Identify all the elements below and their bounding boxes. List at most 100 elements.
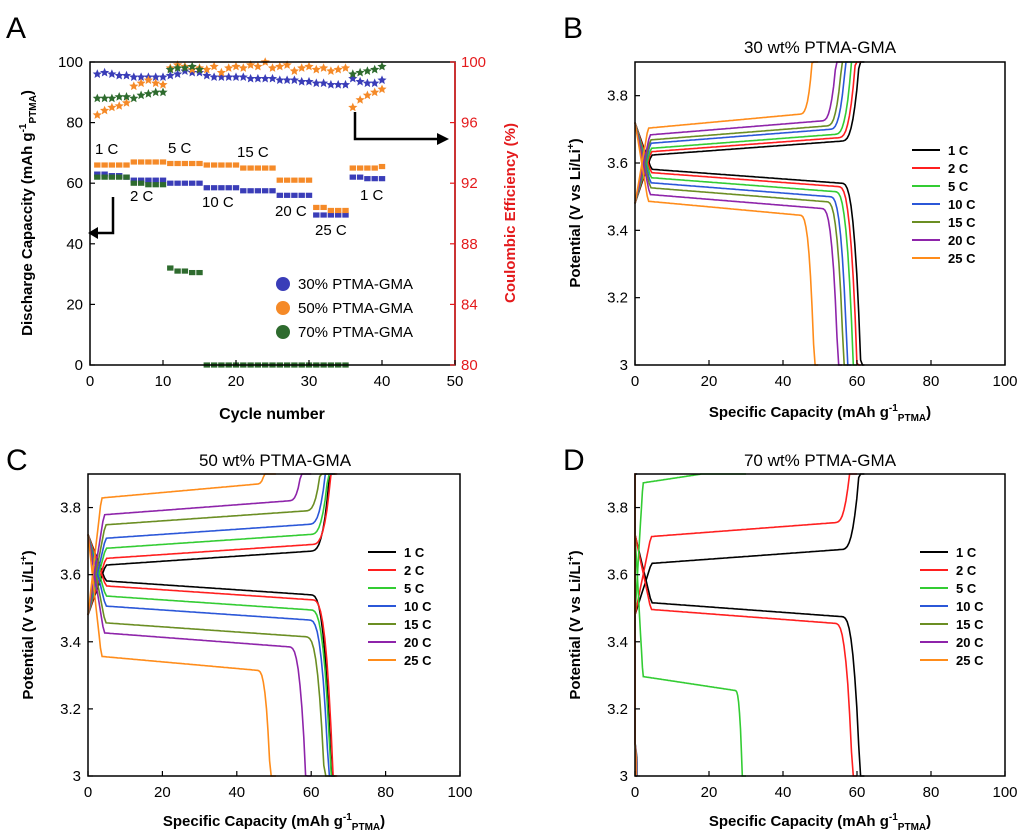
capacity-point bbox=[189, 180, 196, 186]
capacity-point bbox=[283, 177, 291, 183]
capacity-point bbox=[371, 165, 378, 171]
panel-b-xtick-label: 20 bbox=[701, 373, 718, 390]
capacity-point bbox=[247, 188, 254, 194]
coulombic-efficiency-point bbox=[129, 81, 139, 91]
discharge-curve bbox=[634, 122, 852, 366]
capacity-point bbox=[137, 177, 145, 183]
coulombic-efficiency-point bbox=[136, 90, 146, 100]
capacity-point bbox=[159, 182, 167, 188]
capacity-point bbox=[130, 177, 137, 183]
coulombic-efficiency-point bbox=[311, 78, 321, 88]
panel-c-axes: 0 20 40 60 80 100 3 3.2 3.4 3.6 3.8 bbox=[60, 500, 472, 801]
coulombic-efficiency-point bbox=[180, 66, 190, 75]
discharge-curve bbox=[634, 122, 857, 366]
capacity-point bbox=[94, 162, 101, 168]
panel-b-ytick-label: 3.4 bbox=[607, 222, 628, 239]
coulombic-efficiency-point bbox=[267, 63, 278, 72]
panel-a-ytick-right-label: 96 bbox=[461, 115, 478, 132]
legend-label: 10 C bbox=[956, 599, 984, 614]
panel-a-ytick-right-label: 92 bbox=[461, 175, 478, 192]
capacity-point bbox=[196, 180, 203, 186]
capacity-point bbox=[378, 163, 386, 170]
legend-label: 1 C bbox=[948, 143, 969, 158]
panel-c-ytick-label: 3.4 bbox=[60, 634, 81, 651]
capacity-point bbox=[108, 162, 116, 168]
coulombic-efficiency-point bbox=[326, 66, 336, 75]
panel-c-xtick-label: 80 bbox=[377, 784, 394, 801]
coulombic-efficiency-point bbox=[121, 92, 132, 101]
coulombic-efficiency-point bbox=[326, 79, 336, 89]
coulombic-efficiency-point bbox=[100, 105, 110, 115]
legend-label: 25 C bbox=[948, 251, 976, 266]
capacity-point bbox=[327, 207, 335, 214]
coulombic-efficiency-point bbox=[253, 73, 263, 83]
legend-label-50: 50% PTMA-GMA bbox=[298, 300, 413, 317]
capacity-point bbox=[335, 207, 342, 214]
legend-label: 20 C bbox=[404, 635, 432, 650]
panel-a: 0 10 20 30 40 50 0 20 40 60 80 100 80 84 88 92 96 100 Cyc… bbox=[18, 54, 519, 423]
coulombic-efficiency-point bbox=[216, 72, 226, 81]
panel-a-ytick-label: 40 bbox=[66, 236, 83, 253]
capacity-point bbox=[94, 174, 101, 180]
legend-label: 2 C bbox=[948, 161, 969, 176]
capacity-point bbox=[167, 180, 174, 186]
coulombic-efficiency-point bbox=[304, 61, 314, 71]
panel-d-title: 70 wt% PTMA-GMA bbox=[744, 451, 897, 470]
capacity-point bbox=[225, 162, 232, 168]
capacity-point bbox=[108, 174, 116, 180]
capacity-point bbox=[159, 177, 167, 183]
capacity-point bbox=[313, 212, 320, 218]
charge-curve bbox=[634, 473, 865, 616]
coulombic-efficiency-point bbox=[348, 102, 358, 112]
coulombic-efficiency-point bbox=[209, 72, 219, 81]
coulombic-efficiency-point bbox=[238, 63, 248, 72]
capacity-point bbox=[254, 165, 262, 171]
coulombic-efficiency-point bbox=[267, 73, 278, 83]
legend-label: 10 C bbox=[404, 599, 432, 614]
panel-letter-a: A bbox=[6, 12, 26, 45]
capacity-point bbox=[327, 212, 335, 218]
discharge-curve bbox=[634, 534, 865, 777]
panel-b-xtick-label: 0 bbox=[631, 373, 639, 390]
coulombic-efficiency-point bbox=[297, 76, 307, 86]
coulombic-efficiency-point bbox=[158, 87, 168, 97]
coulombic-efficiency-point bbox=[377, 75, 387, 85]
panel-a-ylabel-left: Discharge Capaccity (mAh g-1PTMA) bbox=[18, 90, 39, 336]
capacity-point bbox=[152, 159, 159, 165]
coulombic-efficiency-point bbox=[253, 61, 263, 71]
panel-c-xtick-label: 100 bbox=[447, 784, 472, 801]
capacity-point bbox=[174, 180, 181, 186]
capacity-point bbox=[203, 185, 210, 191]
coulombic-efficiency-point bbox=[136, 78, 146, 88]
panel-d-ytick-label: 3 bbox=[620, 768, 628, 785]
panel-c-xtick-label: 20 bbox=[154, 784, 171, 801]
legend-label: 1 C bbox=[404, 545, 425, 560]
panel-a-ytick-label: 80 bbox=[66, 115, 83, 132]
coulombic-efficiency-point bbox=[136, 72, 146, 81]
capacity-point bbox=[291, 192, 298, 198]
capacity-point bbox=[181, 268, 189, 274]
panel-d-xtick-label: 80 bbox=[923, 784, 940, 801]
coulombic-efficiency-point bbox=[260, 73, 270, 83]
legend-label: 2 C bbox=[956, 563, 977, 578]
capacity-point bbox=[349, 174, 356, 180]
coulombic-efficiency-point bbox=[129, 72, 139, 81]
coulombic-efficiency-point bbox=[282, 60, 292, 69]
capacity-point bbox=[320, 212, 327, 218]
capacity-point bbox=[130, 159, 137, 165]
coulombic-efficiency-point bbox=[231, 72, 241, 81]
capacity-point bbox=[152, 182, 159, 188]
coulombic-efficiency-point bbox=[158, 79, 168, 89]
panel-a-legend: 30% PTMA-GMA 50% PTMA-GMA 70% PTMA-GMA bbox=[276, 276, 413, 341]
coulombic-efficiency-point bbox=[92, 93, 102, 103]
coulombic-efficiency-point bbox=[370, 78, 380, 88]
legend-label-70: 70% PTMA-GMA bbox=[298, 324, 413, 341]
coulombic-efficiency-point bbox=[289, 75, 299, 85]
panel-a-marks bbox=[92, 57, 387, 368]
panel-d: 70 wt% PTMA-GMA 0 20 40 60 80 100 3 3.2 3.4 3.6 3.… bbox=[566, 451, 1018, 833]
legend-label: 2 C bbox=[404, 563, 425, 578]
capacity-point bbox=[196, 160, 203, 167]
capacity-point bbox=[371, 176, 378, 182]
coulombic-efficiency-point bbox=[355, 76, 365, 86]
capacity-point bbox=[305, 192, 313, 198]
